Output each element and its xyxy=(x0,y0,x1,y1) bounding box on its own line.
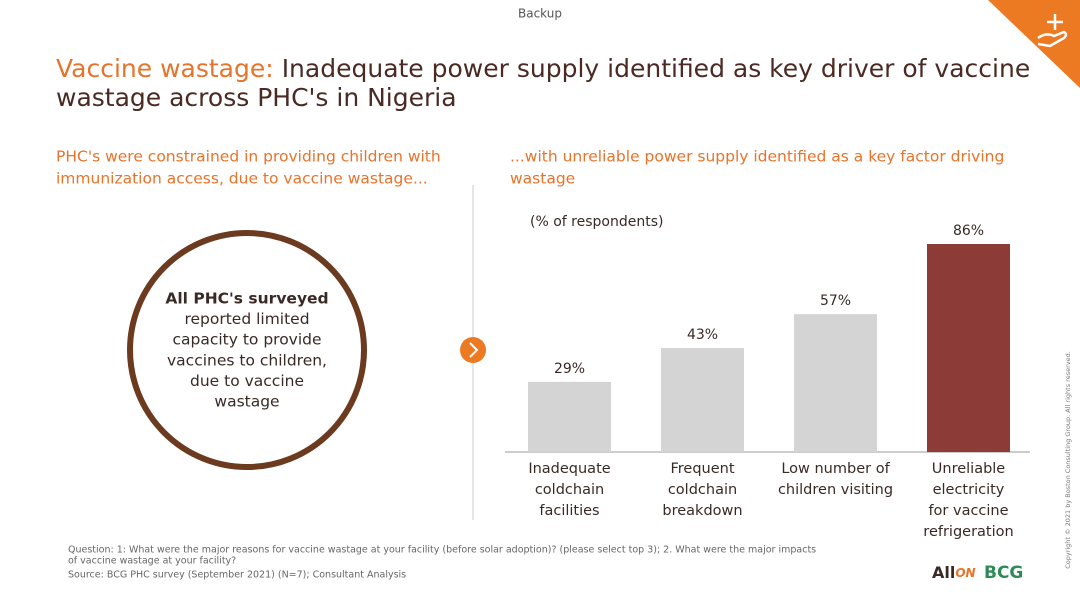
copyright: Copyright © 2021 by Boston Consulting Gr… xyxy=(1064,351,1072,569)
backup-tag: Backup xyxy=(518,7,562,21)
highlight-circle xyxy=(127,230,367,470)
category-label: electricity xyxy=(933,482,1005,498)
circle-text: All PHC's surveyed xyxy=(165,290,328,308)
category-label: Low number of xyxy=(781,461,890,477)
title-lead: Vaccine wastage: xyxy=(56,54,274,83)
right-subtitle: ...with unreliable power supply identifi… xyxy=(510,148,1004,166)
category-label: children visiting xyxy=(778,482,893,498)
bar xyxy=(927,244,1010,452)
left-subtitle: PHC's were constrained in providing chil… xyxy=(56,148,441,166)
footnote: of vaccine wastage at your facility? xyxy=(68,556,236,567)
category-label: coldchain xyxy=(535,482,604,498)
circle-text: reported limited xyxy=(184,310,309,328)
allon-logo: AllON xyxy=(932,563,976,582)
title-line: Inadequate power supply identified as ke… xyxy=(282,54,1031,83)
value-label: 29% xyxy=(554,361,585,377)
footnote: Question: 1: What were the major reasons… xyxy=(68,545,816,556)
bar xyxy=(528,381,611,452)
category-label: Inadequate xyxy=(528,461,610,477)
footnote: Source: BCG PHC survey (September 2021) … xyxy=(68,570,406,581)
value-label: 86% xyxy=(953,223,984,239)
circle-text: due to vaccine xyxy=(190,372,304,390)
left-subtitle: immunization access, due to vaccine wast… xyxy=(56,170,428,188)
category-label: for vaccine xyxy=(928,503,1008,519)
arrow-icon xyxy=(469,342,479,358)
bar xyxy=(794,314,877,452)
circle-text: capacity to provide xyxy=(172,331,321,349)
circle-text: wastage xyxy=(214,393,279,411)
category-label: coldchain xyxy=(668,482,737,498)
category-label: refrigeration xyxy=(923,524,1013,540)
corner-icon xyxy=(1037,14,1068,48)
bcg-logo: BCG xyxy=(984,563,1023,583)
right-subtitle: wastage xyxy=(510,170,575,188)
title-line: wastage across PHC's in Nigeria xyxy=(56,83,457,112)
logo-part: All xyxy=(932,563,955,582)
category-label: Frequent xyxy=(670,461,734,477)
category-label: Unreliable xyxy=(932,461,1006,477)
arrow-badge xyxy=(460,337,486,363)
title: Vaccine wastage: Inadequate power supply … xyxy=(56,54,1030,83)
category-label: breakdown xyxy=(662,503,742,519)
bar xyxy=(661,348,744,452)
unit-label: (% of respondents) xyxy=(530,214,663,230)
logo-part: ON xyxy=(955,566,975,580)
value-label: 57% xyxy=(820,293,851,309)
circle-text: vaccines to children, xyxy=(167,351,327,369)
value-label: 43% xyxy=(687,327,718,343)
category-label: facilities xyxy=(539,503,599,519)
